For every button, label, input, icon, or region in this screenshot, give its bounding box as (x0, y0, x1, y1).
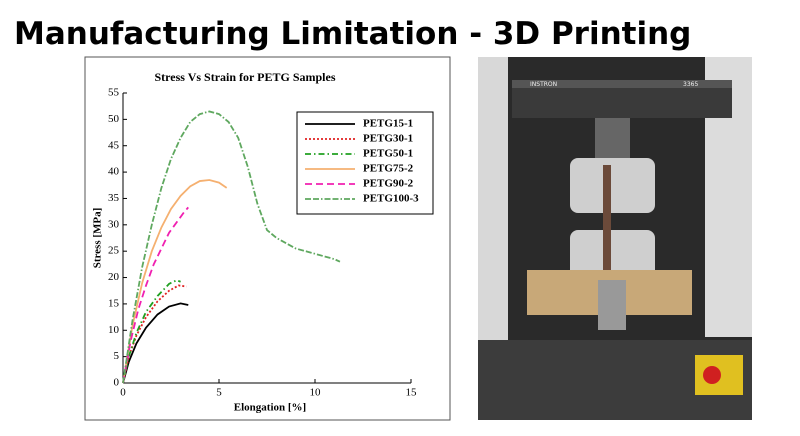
photo: INSTRON 3365 (478, 57, 752, 420)
x-tick-label: 10 (310, 387, 322, 399)
series-line (122, 179, 228, 384)
photo-brand: INSTRON (530, 81, 557, 88)
series-line (122, 206, 189, 384)
legend-label: PETG50-1 (363, 148, 413, 160)
chart-title: Stress Vs Strain for PETG Samples (154, 70, 335, 84)
y-axis-label: Stress [MPa] (92, 208, 104, 269)
chart-frame (84, 56, 451, 421)
y-tick-label: 30 (108, 218, 120, 230)
photo-model: 3365 (683, 81, 698, 88)
y-tick-label: 10 (108, 324, 120, 336)
y-tick-label: 20 (108, 271, 120, 283)
legend-label: PETG75-2 (363, 163, 414, 175)
legend-label: PETG15-1 (363, 118, 413, 130)
y-tick-label: 0 (114, 377, 120, 389)
x-tick-label: 0 (120, 387, 126, 399)
y-tick-label: 35 (108, 192, 120, 204)
chart: Stress Vs Strain for PETG Samples Elonga… (92, 70, 434, 414)
y-tick-label: 25 (108, 245, 120, 257)
legend-label: PETG30-1 (363, 133, 413, 145)
y-tick-label: 55 (108, 87, 120, 99)
slide-title: Manufacturing Limitation - 3D Printing (14, 16, 691, 52)
legend-label: PETG100-3 (363, 193, 419, 205)
legend-box (296, 111, 434, 215)
y-tick-label: 5 (114, 350, 120, 362)
series-line (122, 302, 189, 384)
series-line (122, 110, 341, 384)
y-tick-label: 50 (108, 113, 120, 125)
y-tick-label: 45 (108, 139, 120, 151)
series-line (122, 284, 187, 384)
series-line (122, 279, 181, 384)
legend-label: PETG90-2 (363, 178, 414, 190)
x-tick-label: 15 (406, 387, 418, 399)
x-axis-label: Elongation [%] (234, 402, 306, 414)
y-tick-label: 15 (108, 297, 120, 309)
x-tick-label: 5 (216, 387, 222, 399)
y-tick-label: 40 (108, 166, 120, 178)
